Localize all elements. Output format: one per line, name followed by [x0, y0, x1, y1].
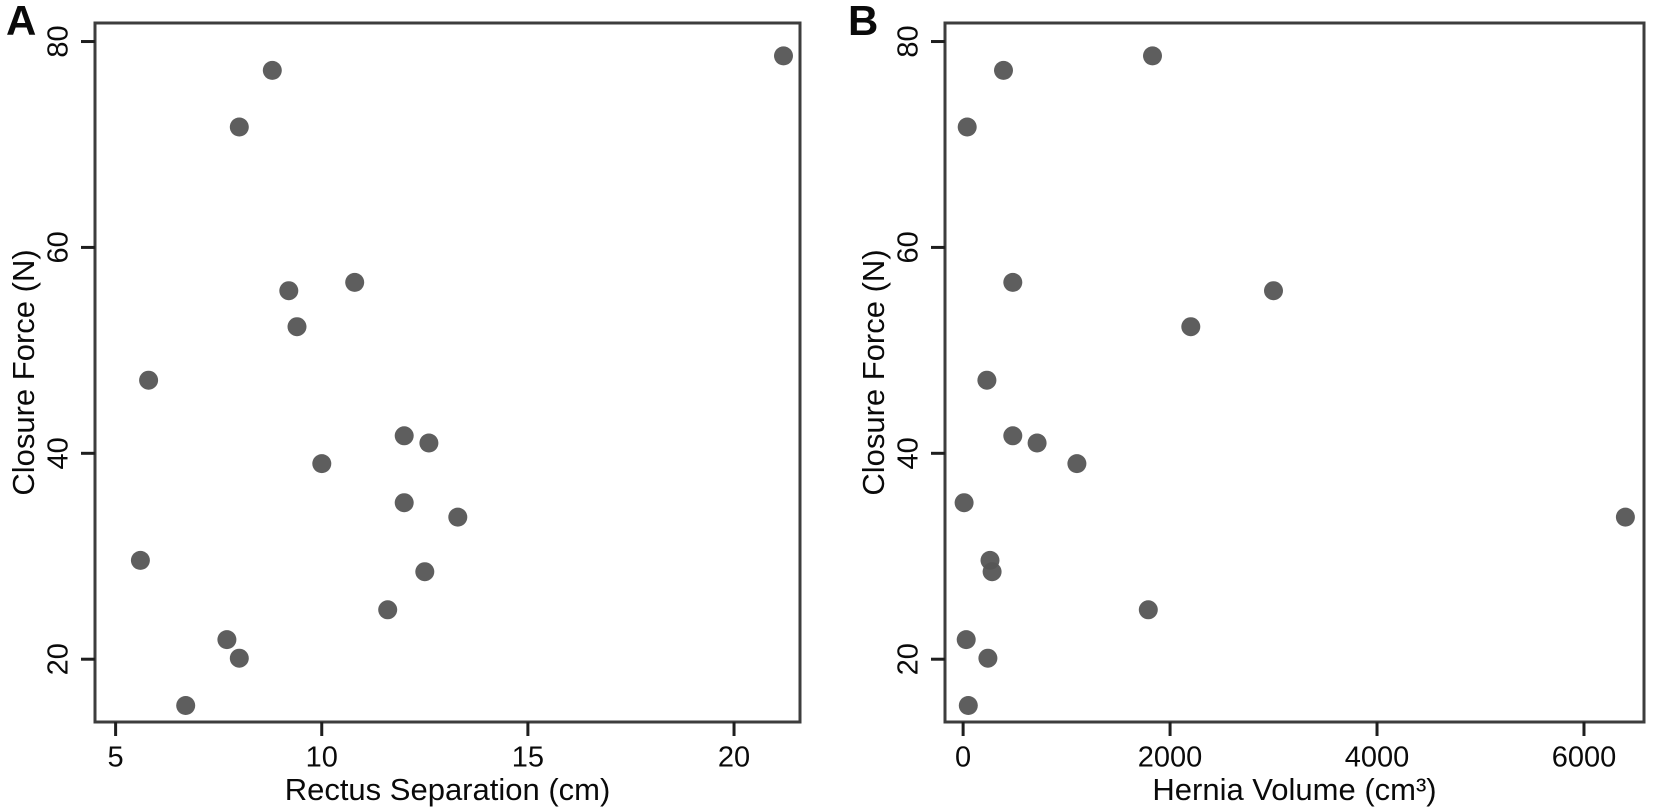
x-tick-label-a: 5	[108, 742, 124, 774]
data-point-a	[217, 630, 237, 650]
y-tick-label-a: 20	[43, 643, 75, 675]
data-point-b	[956, 630, 976, 650]
data-point-a	[312, 454, 332, 474]
data-point-b	[954, 493, 974, 513]
data-point-a	[229, 648, 249, 668]
plot-box-a	[93, 21, 802, 724]
x-tick-label-a: 10	[306, 742, 338, 774]
data-point-b	[958, 696, 978, 715]
x-axis-title-a: Rectus Separation (cm)	[285, 772, 611, 807]
data-point-a	[287, 317, 307, 337]
data-point-a	[130, 550, 150, 570]
data-point-b	[1138, 600, 1158, 620]
data-point-b	[1615, 507, 1635, 527]
data-point-a	[378, 600, 398, 620]
data-point-a	[774, 46, 793, 66]
y-tick-label-a: 40	[43, 437, 75, 469]
plot-box-b	[943, 21, 1646, 724]
data-point-b	[977, 370, 997, 390]
y-tick-label-b: 40	[893, 437, 925, 469]
panel-b: 0 2000 4000 6000 20 40 60 80 Hernia Volume (cm³)…	[856, 21, 1646, 807]
data-point-b	[1181, 317, 1201, 337]
x-tick-label-a: 15	[512, 742, 544, 774]
y-tick-label-b: 60	[893, 231, 925, 263]
panel-a-label: A	[6, 0, 37, 44]
data-point-b	[1067, 454, 1087, 474]
x-tick-label-b: 6000	[1552, 742, 1617, 774]
data-point-b	[978, 648, 998, 668]
panel-a: 5 10 15 20 20 40 60 80 Rectus Separation (cm) Clo…	[6, 21, 802, 807]
y-tick-label-a: 60	[43, 231, 75, 263]
data-point-b	[957, 117, 977, 137]
data-point-a	[139, 370, 159, 390]
panel-b-label: B	[848, 0, 879, 44]
data-point-a	[229, 117, 249, 137]
x-tick-label-b: 0	[955, 742, 971, 774]
y-tick-label-b: 80	[893, 25, 925, 57]
data-point-a	[394, 426, 414, 446]
data-point-b	[982, 562, 1002, 582]
data-point-b	[994, 60, 1013, 80]
data-point-b	[1143, 46, 1162, 66]
y-tick-label-b: 20	[893, 643, 925, 675]
x-tick-label-b: 4000	[1345, 742, 1410, 774]
y-axis-title-a: Closure Force (N)	[6, 249, 41, 495]
data-point-a	[415, 562, 435, 582]
data-point-b	[1003, 426, 1023, 446]
data-point-a	[419, 433, 439, 453]
data-point-a	[448, 507, 468, 527]
data-point-a	[176, 696, 196, 715]
data-point-b	[1003, 272, 1023, 292]
y-tick-label-a: 80	[43, 25, 75, 57]
data-point-a	[345, 272, 365, 292]
data-point-a	[394, 493, 414, 513]
data-point-b	[1027, 433, 1047, 453]
data-point-a	[262, 60, 282, 80]
x-tick-label-a: 20	[718, 742, 750, 774]
data-point-a	[279, 281, 299, 301]
data-point-b	[1264, 281, 1283, 301]
x-tick-label-b: 2000	[1138, 742, 1203, 774]
y-axis-title-b: Closure Force (N)	[856, 249, 891, 495]
x-axis-title-b: Hernia Volume (cm³)	[1152, 772, 1436, 807]
